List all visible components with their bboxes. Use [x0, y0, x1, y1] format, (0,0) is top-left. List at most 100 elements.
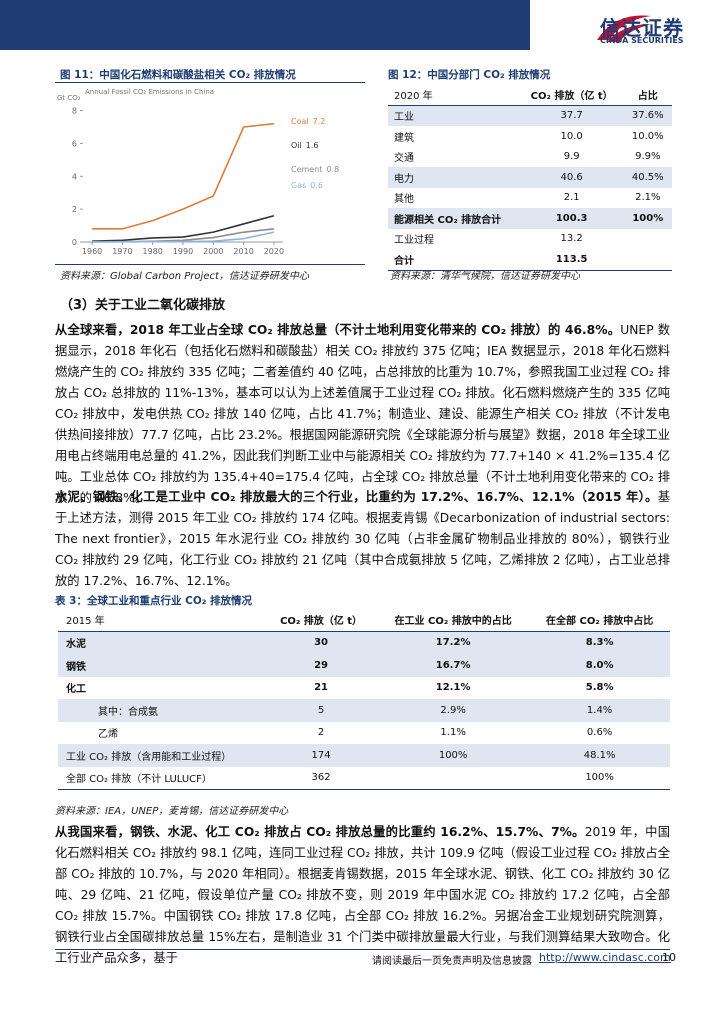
disclaimer: 请阅读最后一页免责声明及信息披露	[372, 956, 532, 967]
x-tick-label: 2020	[264, 247, 284, 256]
cell: 13.2	[560, 233, 583, 245]
row-label: 合计	[388, 249, 520, 271]
cell: 16.7%	[377, 654, 530, 677]
rule	[55, 82, 365, 83]
source: 资料来源：IEA，UNEP，麦肯锡，信达证券研发中心	[55, 806, 289, 817]
column-header: 占比	[623, 84, 672, 106]
series-line	[92, 122, 274, 230]
cell: 37.6%	[623, 105, 672, 126]
cell: 10.0%	[631, 130, 664, 142]
row-label: 工业过程	[394, 235, 434, 247]
y-tick-label: 2	[72, 205, 77, 214]
lead: 从全球来看，2018 年工业占全球 CO₂ 排放总量（不计土地利用变化带来的 C…	[55, 323, 621, 337]
cell: 100%	[529, 766, 670, 790]
page-number: 10	[662, 951, 676, 964]
cell: 48.1%	[529, 744, 670, 767]
row-label: 全部 CO₂ 排放（不计 LULUCF）	[58, 766, 266, 790]
body: UNEP 数据显示，2018 年化石（包括化石燃料和碳酸盐）相关 CO₂ 排放约…	[55, 323, 670, 505]
column-header: CO₂ 排放（亿 t）	[519, 84, 624, 106]
data-label: 7.2	[313, 117, 326, 126]
cell: 100.3	[519, 208, 624, 229]
logo	[597, 15, 651, 42]
figure-caption: 图 11：中国化石燃料和碳酸盐相关 CO₂ 排放情况	[60, 69, 296, 81]
x-tick-label: 1970	[112, 247, 132, 256]
series-label: Gas 0.6	[291, 181, 323, 190]
row-label: 钢铁	[58, 654, 266, 677]
y-tick-label: 6	[72, 139, 77, 148]
cell: 174	[265, 744, 378, 767]
cell: 2.1%	[635, 192, 661, 204]
body: 2019 年，中国化石燃料相关 CO₂ 排放约 98.1 亿吨，连同工业过程 C…	[55, 825, 670, 965]
cell: 1.1%	[440, 727, 466, 739]
x-tick-label: 2000	[203, 247, 223, 256]
legend-entry: Oil	[291, 141, 302, 150]
chart-title: Annual Fossil CO₂ Emissions in China	[85, 88, 214, 96]
cell: 100%	[377, 744, 530, 767]
link[interactable]: http://www.cindasc.com	[539, 951, 671, 964]
source: 资料来源：Global Carbon Project，信达证券研发中心	[60, 271, 309, 282]
cell: 9.9	[563, 151, 580, 163]
table-caption: 表 3：全球工业和重点行业 CO₂ 排放情况	[55, 595, 253, 607]
data-label: 0.8	[326, 165, 339, 174]
data-label: 0.6	[310, 181, 323, 190]
cell: 5.8%	[585, 682, 614, 694]
rule	[55, 264, 365, 265]
row-label: 其中：合成氨	[58, 699, 266, 722]
cell: 37.7	[519, 105, 624, 126]
paragraph: 水泥、钢铁、化工是工业中 CO₂ 排放最大的三个行业，比重约为 17.2%、16…	[55, 487, 670, 592]
source: 资料来源：清华气候院，信达证券研发中心	[390, 271, 580, 282]
y-tick-label: 4	[72, 172, 77, 181]
figure-caption: 图 12：中国分部门 CO₂ 排放情况	[388, 69, 551, 81]
lead: 从我国来看，钢铁、水泥、化工 CO₂ 排放占 CO₂ 排放总量的比重约 16.2…	[55, 825, 585, 839]
cell: 17.2%	[377, 631, 530, 654]
column-header: 2015 年	[58, 608, 266, 632]
cell: 5	[265, 699, 378, 722]
cell: 1.4%	[529, 699, 670, 722]
y-axis-label: Gt CO₂	[57, 94, 81, 102]
cell: 40.5%	[623, 167, 672, 188]
cell: 30	[265, 631, 378, 654]
row-label: 交通	[394, 153, 414, 165]
legend-entry: Coal	[291, 117, 309, 126]
cell: 29	[265, 654, 378, 677]
column-header: CO₂ 排放（亿 t）	[265, 608, 378, 632]
lead: 水泥、钢铁、化工是工业中 CO₂ 排放最大的三个行业，比重约为 17.2%、16…	[55, 490, 658, 504]
cell: 40.6	[519, 167, 624, 188]
cell: 0.6%	[586, 727, 613, 739]
cell	[624, 229, 672, 250]
cell: 113.5	[519, 249, 624, 271]
column-header: 在工业 CO₂ 排放中的占比	[377, 608, 530, 632]
column-header: 2020 年	[388, 84, 520, 106]
row-label: 能源相关 CO₂ 排放合计	[388, 208, 520, 229]
y-tick-label: 8	[72, 107, 77, 116]
row-label: 乙烯	[98, 729, 118, 741]
row-label: 水泥	[58, 631, 266, 654]
row-label: 工业 CO₂ 排放（含用能和工业过程）	[58, 744, 266, 767]
data-label: 1.6	[306, 141, 319, 150]
cell: 2	[317, 727, 325, 739]
column-header: 在全部 CO₂ 排放中占比	[529, 608, 670, 632]
brand: 信达证券	[600, 16, 684, 40]
x-tick-label: 1960	[82, 247, 102, 256]
row-label: 电力	[388, 167, 520, 188]
section-heading: （3）关于工业二氧化碳排放	[60, 298, 226, 313]
series-label: Coal 7.2	[291, 117, 325, 126]
row-label: 建筑	[394, 132, 414, 144]
body: 基于上述方法，测得 2015 年工业 CO₂ 排放约 174 亿吨。根据麦肯锡《…	[55, 490, 670, 588]
row-label: 工业	[388, 105, 520, 126]
cell: 2.1	[563, 192, 580, 204]
paragraph: 从全球来看，2018 年工业占全球 CO₂ 排放总量（不计土地利用变化带来的 C…	[55, 320, 670, 509]
cell: 9.9%	[635, 151, 661, 163]
cell: 10.0	[560, 130, 583, 142]
industry-table: 2015 年 CO₂ 排放（亿 t） 在工业 CO₂ 排放中的占比 在全部 CO₂ 排…	[58, 608, 670, 790]
cell: 100%	[623, 208, 672, 229]
sector-table: 2020 年 CO₂ 排放（亿 t） 占比工业 37.7 37.6% 建筑 10.0 10.0…	[388, 84, 672, 271]
x-tick-label: 1990	[173, 247, 193, 256]
cell: 8.0%	[529, 654, 670, 677]
brand-en: CINDA SECURITIES	[600, 36, 684, 45]
cell	[377, 766, 530, 790]
cell	[623, 249, 672, 271]
cell: 2.9%	[377, 699, 530, 722]
cell: 8.3%	[529, 631, 670, 654]
footer-rule	[55, 949, 670, 950]
